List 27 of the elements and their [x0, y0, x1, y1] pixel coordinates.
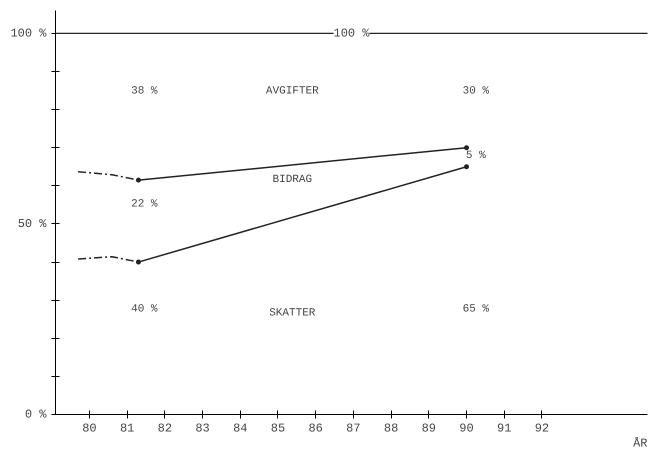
- x-axis-title: ÅR: [633, 436, 648, 450]
- annotation: 30 %: [462, 85, 490, 98]
- x-tick-label: 80: [82, 422, 97, 436]
- y-tick-label: 100 %: [10, 26, 48, 40]
- x-tick-label: 89: [422, 422, 436, 436]
- x-tick-label: 83: [195, 422, 210, 436]
- annotation: 5 %: [466, 150, 486, 162]
- annotation: SKATTER: [269, 308, 316, 320]
- x-tick-label: 90: [459, 422, 474, 436]
- x-tick-label: 88: [384, 422, 398, 436]
- annotation: AVGIFTER: [266, 85, 320, 98]
- annotation: 38 %: [131, 85, 158, 98]
- y-tick-label: 0 %: [24, 408, 48, 422]
- x-tick-label: 81: [120, 422, 134, 436]
- annotation: 65 %: [462, 303, 490, 316]
- annotation: 40 %: [131, 303, 158, 316]
- y-tick-label: 50 %: [18, 216, 48, 231]
- annotation: BIDRAG: [272, 174, 312, 186]
- x-tick-label: 85: [270, 422, 286, 436]
- x-tick-label: 84: [233, 422, 248, 436]
- x-tick-label: 87: [346, 422, 361, 436]
- x-tick-label: 86: [308, 422, 323, 436]
- annotation: 22 %: [131, 198, 158, 210]
- x-tick-label: 92: [534, 422, 550, 436]
- ref-line-label: 100 %: [333, 26, 370, 40]
- x-tick-label: 82: [158, 422, 172, 436]
- x-tick-label: 91: [497, 422, 512, 436]
